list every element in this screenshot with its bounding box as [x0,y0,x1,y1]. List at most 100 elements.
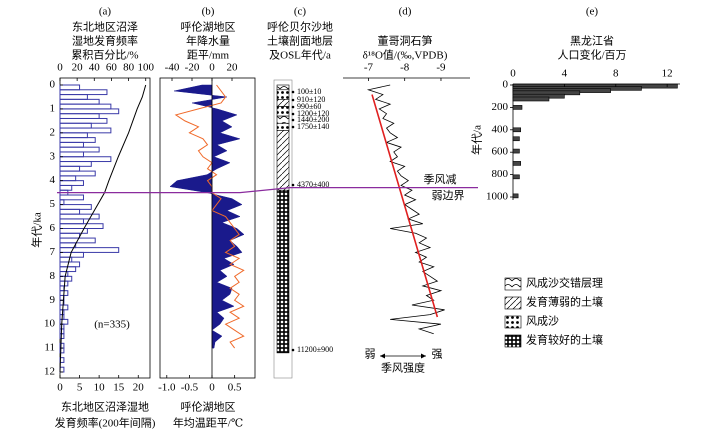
panel-label: (d) [399,6,412,18]
bar [512,127,522,133]
bar [512,136,520,142]
panel-title: δ¹⁸O值/(‰,VPDB) [363,49,448,62]
legend-label: 风成沙 [526,315,559,328]
histogram-bar [59,304,69,311]
panel-title: 及OSL年代/a [269,48,331,62]
osl-age: 11200±900 [297,345,333,354]
histogram-bar [59,151,84,158]
histogram-bar [59,146,100,153]
panel-label: (e) [586,6,599,18]
arrow-head [380,353,426,359]
legend-label: 风成沙交错层理 [526,276,603,290]
y-tick-label: 0 [50,79,56,91]
panel-label: (b) [202,6,215,18]
x-tick-label: 0 [209,62,215,74]
x-tick-label: 0 [57,382,63,394]
x-tick-label: 5 [77,382,83,394]
histogram-bar [59,108,120,115]
y-tick-label: 12 [44,366,55,378]
y-tick-label: 1 [50,102,56,114]
panel-title: 人口变化/百万 [557,48,626,62]
y-tick-label: 10 [44,318,56,330]
histogram-bar [59,89,108,96]
histogram-bar [59,204,92,210]
histogram-bar [59,180,84,186]
x-tick-label: -0.5 [181,382,199,394]
histogram-bar [59,232,81,239]
panel-title: 土壤剖面地层 [267,34,333,48]
x-tick-label: -8 [400,62,410,74]
x-axis-label: 发育频率(200年间隔) [55,416,156,430]
legend-label: 发育较好的土壤 [526,333,603,347]
stratum [276,189,290,354]
x-tick-label: 10 [94,382,106,394]
arrow-label: 强 [432,349,443,361]
stratum [276,115,290,124]
x-tick-label: -40 [165,62,180,74]
histogram-bar [59,242,77,249]
y-tick-label: 400 [492,123,509,135]
histogram-bar [59,161,92,167]
stratum [276,89,290,100]
x-axis-label: 东北地区沼泽湿地 [61,400,149,414]
y-tick-label: 2 [50,126,56,138]
histogram-bar [59,194,84,201]
y-tick-label: 4 [50,174,56,186]
histogram-bar [59,223,104,229]
panel-title: 东北地区沼泽 [72,20,138,34]
legend-swatch [504,296,522,310]
x-tick-label: 0 [510,68,516,80]
x-tick-label: -9 [436,62,446,74]
y-tick-label: 6 [50,222,56,234]
histogram-bar [59,94,88,100]
x-tick-label: -1.0 [158,382,176,394]
stratum [276,84,290,91]
boundary-line [57,187,478,194]
panel-title: 呼伦贝尔沙地 [267,20,333,34]
x-tick-label: 0 [209,382,215,394]
osl-sample [291,105,295,109]
histogram-bar [59,175,77,182]
panel-title: 董哥洞石笋 [378,34,433,48]
osl-sample [291,125,295,129]
legend-swatch [504,334,522,348]
y-tick-label: 5 [50,198,56,210]
y-axis-label: 年代/ka [30,212,44,248]
histogram-bar [59,141,84,148]
precipitation-area [169,84,245,349]
annotation: 弱边界 [432,189,465,202]
histogram-bar [59,218,84,225]
x-axis-label: 年均温距平/℃ [173,416,243,430]
histogram-bar [59,127,112,134]
x-tick-label: 8 [613,68,619,80]
histogram-bar [59,103,112,110]
y-tick-label: 9 [50,294,56,306]
x-tick-label: 60 [106,62,118,74]
y-axis-label: 年代/a [470,125,484,155]
histogram-bar [59,165,81,172]
bar [512,174,520,180]
histogram-bar [59,132,88,139]
cumulative-line [59,84,147,373]
temperature-line [174,84,245,349]
x-axis-label: 呼伦湖地区 [181,400,236,414]
x-tick-label: 100 [137,62,154,74]
osl-age: 1200±120 [297,109,329,118]
panel-title: 呼伦湖地区 [181,20,236,34]
bar [512,161,522,166]
panel-label: (c) [294,6,307,18]
legend-swatch [504,315,522,329]
x-tick-label: 12 [662,68,673,80]
histogram-bar [59,117,108,124]
x-tick-label: 0.5 [228,382,242,394]
arrow-label: 弱 [365,348,376,361]
osl-sample [291,98,295,102]
legend-label: 发育薄弱的土壤 [526,295,603,309]
panel-frame [159,77,256,379]
osl-age: 4370±400 [297,180,329,189]
osl-age: 1750±140 [297,122,329,131]
histogram-bar [59,170,96,177]
panel-label: (a) [99,6,112,18]
osl-sample [291,90,295,94]
